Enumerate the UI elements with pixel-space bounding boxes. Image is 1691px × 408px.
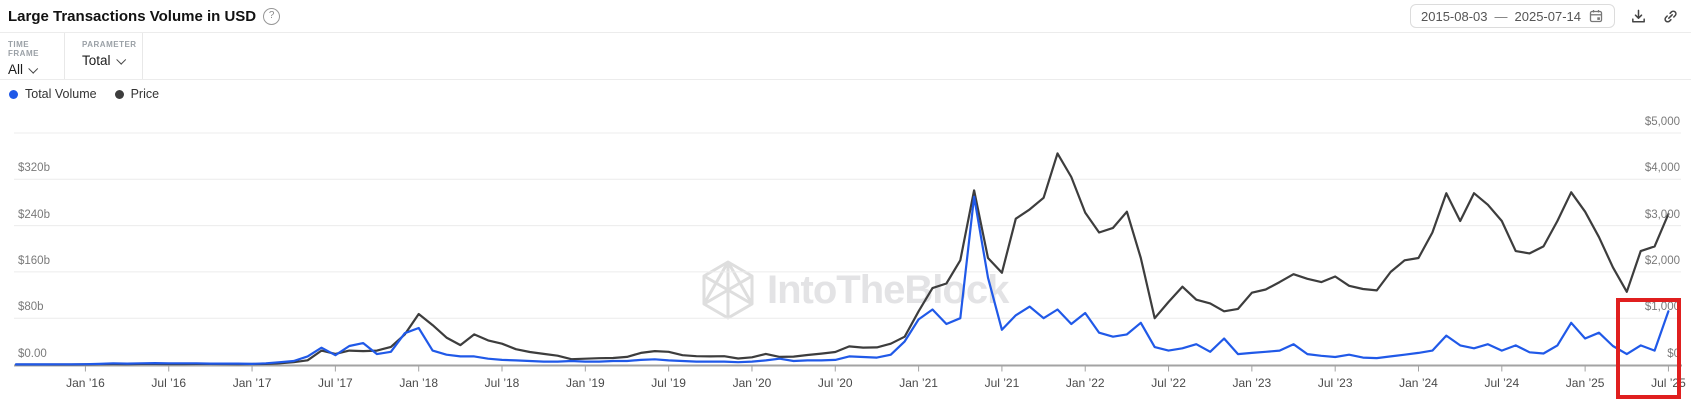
date-range-end: 2025-07-14 (1514, 8, 1582, 24)
x-axis-label: Jul ’20 (817, 376, 853, 390)
x-axis-label: Jul ’16 (151, 376, 187, 390)
x-axis-label: Jul ’24 (1484, 376, 1520, 390)
x-axis-label: Jan ’18 (399, 376, 439, 390)
help-icon[interactable]: ? (263, 7, 281, 25)
x-axis-label: Jul ’17 (318, 376, 353, 390)
download-icon (1630, 8, 1647, 25)
chart-controls: TIME FRAME All PARAMETER Total (0, 33, 1691, 80)
page-title: Large Transactions Volume in USD (8, 7, 257, 25)
x-axis-label: Jul ’21 (984, 376, 1020, 390)
watermark: IntoTheBlock (701, 260, 1009, 320)
download-button[interactable] (1630, 8, 1647, 25)
y-axis-right-label: $0 (1667, 347, 1680, 360)
link-icon (1662, 8, 1679, 25)
x-axis-label: Jul ’18 (484, 376, 520, 390)
chevron-down-icon (115, 54, 126, 65)
calendar-icon (1588, 8, 1604, 24)
share-link-button[interactable] (1662, 8, 1679, 25)
highlight-box (1616, 298, 1681, 399)
parameter-value: Total (82, 53, 111, 68)
time-frame-label: TIME FRAME (8, 40, 39, 58)
y-axis-right-label: $3,000 (1644, 208, 1680, 221)
legend-item-total-volume[interactable]: Total Volume (9, 87, 97, 101)
watermark-text: IntoTheBlock (767, 267, 1009, 312)
y-axis-right-label: $5,000 (1644, 116, 1680, 128)
y-axis-left-label: $320b (18, 162, 50, 175)
x-axis-label: Jan ’24 (1399, 376, 1438, 390)
date-range-picker[interactable]: 2015-08-03 — 2025-07-14 (1410, 4, 1615, 28)
chart-header: Large Transactions Volume in USD ? 2015-… (0, 0, 1691, 33)
x-axis-label: Jul ’23 (1317, 376, 1353, 390)
x-axis-label: Jan ’17 (232, 376, 272, 390)
x-axis-label: Jan ’23 (1232, 376, 1272, 390)
y-axis-right-label: $2,000 (1644, 254, 1680, 267)
x-axis-label: Jan ’16 (66, 376, 105, 390)
chart-plot-area[interactable] (0, 100, 1691, 380)
y-axis-left-label: $80b (18, 301, 44, 314)
legend-label-total-volume: Total Volume (25, 87, 97, 101)
legend-dot-total-volume (9, 89, 18, 99)
x-axis-label: Jul ’19 (651, 376, 686, 390)
y-axis-left-label: $240b (18, 208, 50, 221)
chevron-down-icon (28, 63, 39, 74)
legend-label-price: Price (130, 87, 160, 101)
x-axis-label: Jan ’19 (565, 376, 605, 390)
time-frame-value: All (8, 62, 24, 77)
legend-dot-price (114, 89, 124, 99)
parameter-label: PARAMETER (82, 40, 137, 49)
header-actions: 2015-08-03 — 2025-07-14 (1410, 4, 1679, 28)
intotheblock-logo-icon (701, 260, 755, 320)
legend-item-price[interactable]: Price (114, 87, 160, 101)
y-axis-left-label: $0.00 (18, 347, 47, 360)
parameter-dropdown[interactable]: PARAMETER Total (65, 33, 143, 79)
date-range-start: 2015-08-03 (1421, 8, 1488, 24)
y-axis-left-label: $160b (18, 254, 50, 267)
x-axis-label: Jan ’21 (899, 376, 938, 390)
date-range-separator: — (1494, 8, 1508, 24)
x-axis-label: Jan ’25 (1565, 376, 1605, 390)
y-axis-right-label: $4,000 (1644, 162, 1680, 175)
x-axis-label: Jul ’22 (1151, 376, 1186, 390)
x-axis-label: Jan ’22 (1065, 376, 1105, 390)
chart-legend: Total Volume Price (0, 80, 1691, 101)
time-frame-dropdown[interactable]: TIME FRAME All (0, 33, 65, 79)
x-axis-label: Jan ’20 (732, 376, 772, 390)
